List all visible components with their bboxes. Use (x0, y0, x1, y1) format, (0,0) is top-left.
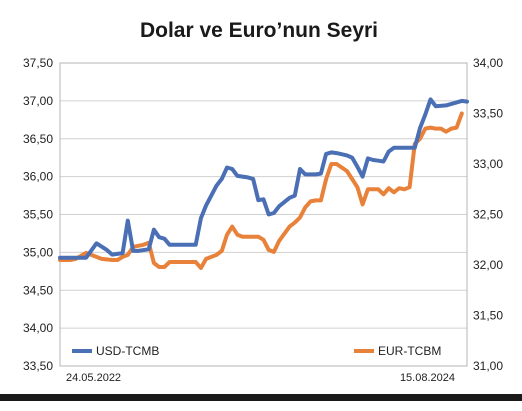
chart-title: Dolar ve Euro’nun Seyri (140, 19, 378, 42)
left-tick-label: 37,00 (23, 94, 53, 108)
left-tick-label: 36,00 (23, 170, 53, 184)
right-tick-label: 32,00 (473, 258, 503, 272)
grid (60, 62, 467, 367)
left-axis-ticks: 37,50 37,00 36,50 36,00 35,50 35,00 34,50 34,00… (23, 56, 53, 373)
legend: USD-TCMB EUR-TCBM (72, 344, 441, 358)
right-tick-label: 32,50 (473, 208, 503, 222)
x-start-label: 24.05.2022 (66, 372, 121, 384)
bottom-bar (0, 394, 522, 401)
left-tick-label: 37,50 (23, 56, 53, 70)
left-tick-label: 34,00 (23, 321, 53, 335)
plot-frame (59, 62, 468, 367)
x-end-label: 15.08.2024 (400, 372, 455, 384)
right-tick-label: 33,00 (473, 157, 503, 171)
right-tick-label: 31,50 (473, 309, 503, 323)
left-tick-label: 36,50 (23, 132, 53, 146)
right-tick-label: 34,00 (473, 56, 503, 70)
left-tick-label: 35,00 (23, 245, 53, 259)
left-tick-label: 35,50 (23, 208, 53, 222)
right-tick-label: 31,00 (473, 359, 503, 373)
left-tick-label: 34,50 (23, 283, 53, 297)
left-tick-label: 33,50 (23, 359, 53, 373)
right-tick-label: 33,50 (473, 107, 503, 121)
legend-label-eur: EUR-TCBM (378, 344, 441, 358)
series-lines (58, 97, 469, 270)
right-axis-ticks: 34,00 33,50 33,00 32,50 32,00 31,50 31,00 (473, 56, 503, 373)
legend-label-usd: USD-TCMB (96, 344, 159, 358)
series-line-eur (58, 111, 464, 270)
series-line-usd (58, 97, 469, 260)
